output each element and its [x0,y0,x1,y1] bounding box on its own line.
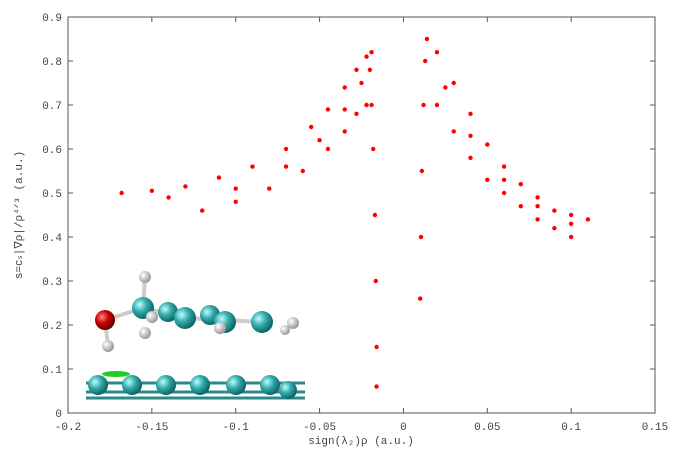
point [418,296,423,301]
point [372,212,378,218]
point [250,164,255,169]
point [166,195,171,200]
y-tick-label: 0.4 [42,233,62,245]
point [468,133,473,138]
point [451,80,456,86]
point [149,188,155,193]
point [424,36,430,42]
point [369,50,374,55]
point [342,129,347,134]
x-tick-label: -0.15 [135,422,168,434]
point [308,124,314,130]
molecule-inset [86,271,305,400]
point [373,278,378,284]
y-axis-label: s=cₛ|∇ρ|/ρ⁴ᐟ³ (a.u.) [14,151,26,279]
point [434,102,440,108]
point [119,190,124,196]
point [374,344,379,350]
point [518,204,524,209]
point [354,111,359,117]
point [283,164,289,169]
point [535,195,540,200]
point [317,138,322,143]
y-tick-label: 0.5 [42,189,62,201]
point [283,146,289,152]
point [364,54,369,59]
point [585,217,591,222]
point [342,107,347,112]
x-tick-label: 0.05 [474,422,500,434]
point [300,168,305,174]
point [421,102,426,108]
point [233,186,238,191]
point [535,217,540,222]
point [434,50,440,55]
point [501,177,507,182]
y-tick-label: 0 [55,409,62,421]
point [501,190,507,196]
x-axis-label: sign(λ₂)ρ (a.u.) [308,436,414,448]
point [451,129,456,134]
point [568,212,574,218]
point [374,384,379,389]
x-tick-label: 0.1 [561,422,581,434]
point [568,221,574,226]
y-tick-label: 0.6 [42,145,62,157]
y-tick-label: 0.8 [42,57,62,69]
point [568,234,574,240]
point [552,226,557,231]
y-tick-label: 0.7 [42,101,62,113]
point [423,58,428,64]
x-tick-label: -0.05 [303,422,336,434]
x-tick-label: -0.1 [223,422,250,434]
x-tick-label: -0.2 [55,422,81,434]
point [419,168,425,174]
y-tick-label: 0.1 [42,365,62,377]
y-tick-label: 0.9 [42,13,62,25]
point [501,164,507,169]
point [342,85,347,90]
y-tick-label: 0.2 [42,321,62,333]
point [216,175,222,180]
plot-frame [67,16,656,414]
point [267,186,272,191]
point [199,208,205,213]
point [371,146,376,152]
point [359,80,364,86]
point [552,208,557,213]
point [468,155,473,160]
y-tick-label: 0.3 [42,277,62,289]
point [233,199,238,204]
x-tick-label: 0.15 [642,422,668,434]
point [468,111,473,117]
point [485,177,490,182]
point [367,67,373,73]
point [418,234,424,240]
nci-isosurface [102,371,130,377]
point [369,102,374,108]
point [183,184,188,189]
point [325,107,331,112]
point [485,142,490,147]
point [354,67,359,73]
point [535,204,540,209]
point [325,146,331,152]
point [518,182,524,187]
x-tick-label: 0 [400,422,407,434]
point [364,102,369,108]
point [443,85,448,90]
